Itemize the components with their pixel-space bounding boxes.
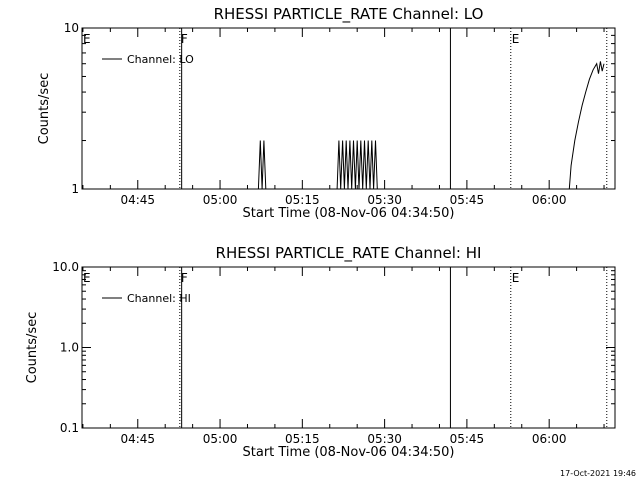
- y-tick-label: 10: [64, 21, 79, 35]
- legend-label: Channel: HI: [127, 292, 191, 305]
- event-marker-label: E: [83, 32, 91, 46]
- y-tick-label: 0.1: [60, 421, 79, 435]
- chart-title: RHESSI PARTICLE_RATE Channel: HI: [216, 244, 482, 263]
- x-tick-label: 04:45: [120, 432, 155, 446]
- x-tick-label: 05:15: [285, 193, 320, 207]
- x-axis-label: Start Time (08-Nov-06 04:34:50): [243, 206, 455, 221]
- event-marker-label: E: [512, 32, 520, 46]
- x-tick-label: 05:15: [285, 432, 320, 446]
- event-marker-label: E: [512, 271, 520, 285]
- series-line: [257, 61, 605, 190]
- x-tick-label: 05:45: [450, 193, 485, 207]
- event-marker-label: F: [181, 32, 188, 46]
- x-tick-label: 04:45: [120, 193, 155, 207]
- y-axis-label: Counts/sec: [25, 312, 40, 384]
- x-tick-label: 06:00: [532, 432, 567, 446]
- x-tick-label: 05:30: [367, 432, 402, 446]
- event-marker-label: E: [83, 271, 91, 285]
- x-tick-label: 05:00: [203, 193, 238, 207]
- timestamp: 17-Oct-2021 19:46: [560, 469, 636, 478]
- y-tick-label: 1: [71, 182, 79, 196]
- x-tick-label: 05:00: [203, 432, 238, 446]
- x-tick-label: 05:45: [450, 432, 485, 446]
- x-tick-label: 05:30: [367, 193, 402, 207]
- y-axis-label: Counts/sec: [37, 73, 52, 145]
- x-tick-label: 06:00: [532, 193, 567, 207]
- event-marker-label: F: [181, 271, 188, 285]
- y-tick-label: 10.0: [52, 260, 79, 274]
- x-axis-label: Start Time (08-Nov-06 04:34:50): [243, 445, 455, 460]
- legend-label: Channel: LO: [127, 53, 194, 66]
- chart-title: RHESSI PARTICLE_RATE Channel: LO: [214, 5, 484, 24]
- y-tick-label: 1.0: [60, 341, 79, 355]
